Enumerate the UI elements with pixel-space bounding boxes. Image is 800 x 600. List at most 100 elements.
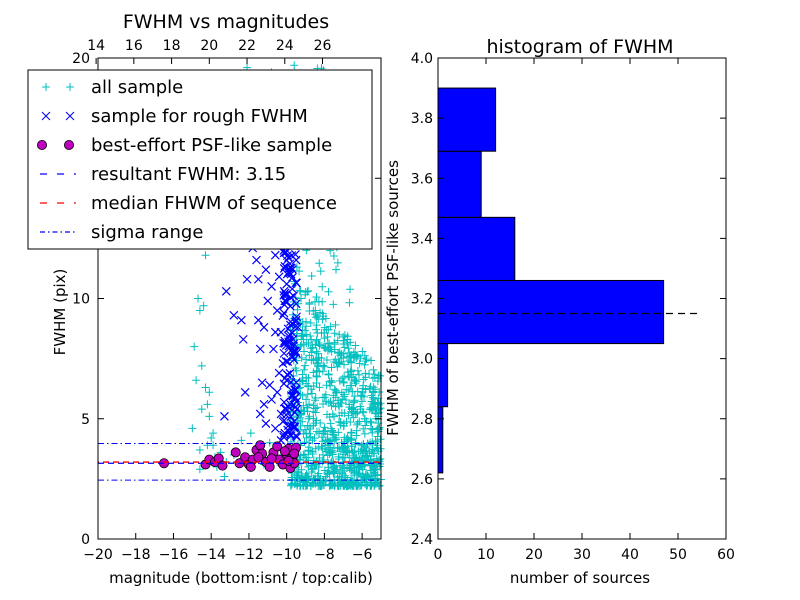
all-sample-point [311, 408, 320, 417]
all-sample-point [344, 357, 353, 366]
histogram-x-label: number of sources [510, 569, 650, 587]
all-sample-point [328, 426, 337, 435]
all-sample-point [319, 476, 328, 485]
all-sample-point [342, 385, 351, 394]
all-sample-point [352, 481, 361, 490]
all-sample-point [298, 377, 307, 386]
all-sample-point [310, 434, 319, 443]
all-sample-point [297, 340, 306, 349]
rough-sample-point [279, 379, 289, 389]
rough-sample-point [267, 395, 276, 404]
all-sample-point [373, 470, 382, 479]
all-sample-point [290, 61, 299, 70]
all-sample-point [339, 390, 348, 399]
all-sample-point [373, 425, 382, 434]
scatter-x-label: magnitude (bottom:isnt / top:calib) [109, 569, 373, 587]
rough-sample-point [287, 251, 297, 260]
all-sample-point [349, 370, 358, 379]
rough-sample-point [289, 341, 298, 351]
all-sample-point [295, 286, 304, 295]
y-tick-label: 10 [72, 292, 90, 308]
all-sample-point [351, 440, 360, 449]
all-sample-point [300, 438, 309, 447]
all-sample-point [358, 388, 367, 397]
all-sample-point [308, 447, 317, 456]
rough-sample-point [282, 279, 292, 289]
all-sample-point [292, 366, 301, 375]
all-sample-point [315, 367, 324, 376]
all-sample-point [296, 482, 305, 491]
all-sample-point [313, 372, 322, 381]
x-tick-label: −8 [314, 547, 335, 563]
all-sample-point [327, 376, 336, 385]
top-tick-label: 16 [125, 38, 143, 54]
all-sample-point [309, 464, 318, 473]
all-sample-point [313, 403, 322, 412]
x-tick-label: 20 [525, 547, 543, 563]
legend-entry-label: sample for rough FWHM [91, 106, 308, 127]
all-sample-point [307, 348, 316, 357]
all-sample-point [318, 437, 327, 446]
y-tick-label: 2.4 [411, 532, 433, 548]
x-tick-label: −14 [196, 547, 226, 563]
all-sample-point [341, 395, 350, 404]
rough-sample-point [240, 387, 250, 397]
legend-marker-cross [65, 111, 75, 121]
histogram-y-axis: 2.4 2.6 2.8 3.0 3.2 3.4 3.6 3.8 4.0 [411, 51, 726, 548]
x-tick-label: 40 [621, 547, 639, 563]
rough-sample-point [288, 390, 298, 400]
rough-sample-point [278, 311, 288, 321]
all-sample-point [355, 469, 364, 478]
all-sample-point [359, 381, 368, 390]
rough-sample-point [279, 416, 289, 425]
all-sample-point [293, 329, 302, 338]
all-sample-point [375, 405, 384, 414]
all-sample-point [354, 447, 363, 456]
all-sample-point [326, 322, 335, 331]
rough-sample-point [267, 282, 276, 291]
rough-sample-point [274, 272, 284, 282]
all-sample-point [360, 414, 369, 423]
all-sample-point [319, 481, 328, 490]
legend-marker-plus [66, 83, 74, 91]
all-sample-point [371, 480, 380, 489]
all-sample-point [371, 400, 380, 409]
rough-sample-point [255, 409, 265, 419]
all-sample-point [362, 355, 371, 364]
x-tick-label: −16 [159, 547, 189, 563]
psf-like-sample-point [253, 452, 264, 463]
all-sample-point [308, 480, 317, 489]
x-tick-label: 60 [717, 547, 735, 563]
all-sample-point [339, 443, 348, 452]
all-sample-point [298, 417, 307, 426]
all-sample-point [319, 343, 328, 352]
all-sample-point [370, 464, 379, 473]
all-sample-point [346, 285, 355, 294]
all-sample-point [192, 376, 201, 385]
all-sample-point [334, 428, 343, 437]
all-sample-point [352, 456, 361, 465]
all-sample-point [297, 465, 306, 474]
scatter-reference-lines [98, 443, 381, 481]
all-sample-point [345, 298, 354, 307]
all-sample-point [331, 320, 340, 329]
rough-sample-point [285, 368, 295, 378]
all-sample-point [286, 481, 295, 490]
rough-sample-point [280, 247, 289, 257]
all-sample-point [352, 377, 361, 386]
all-sample-point [295, 267, 304, 276]
rough-sample-point [279, 290, 289, 300]
rough-sample-point [286, 377, 296, 387]
all-sample-point [322, 410, 331, 419]
all-sample-point [332, 435, 341, 444]
all-sample-point [325, 477, 334, 486]
x-tick-label: 50 [669, 547, 687, 563]
all-sample-point [372, 409, 381, 418]
rough-sample-point [279, 430, 289, 440]
all-sample-point [246, 429, 255, 438]
histogram-bar [437, 406, 444, 474]
rough-sample-point [270, 250, 280, 260]
all-sample-point [297, 353, 306, 362]
all-sample-point [336, 351, 345, 360]
all-sample-point [338, 442, 347, 451]
